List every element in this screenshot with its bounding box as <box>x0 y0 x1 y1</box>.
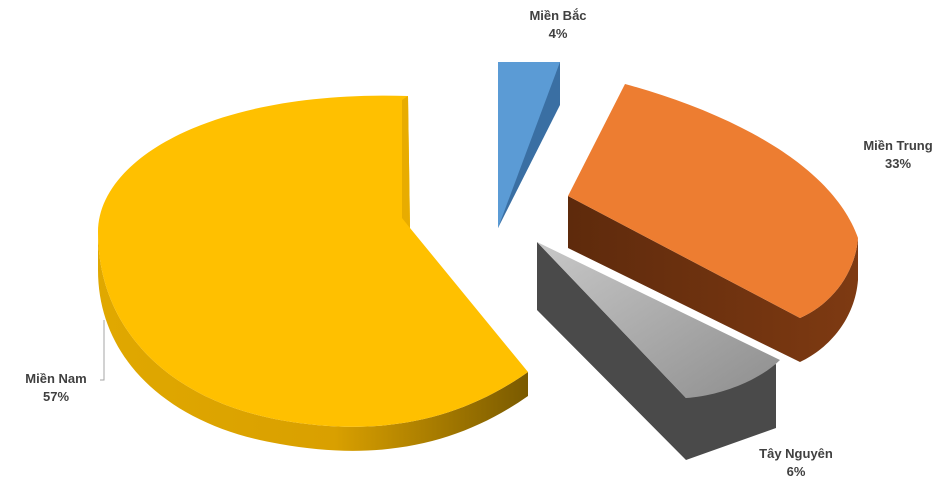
slice-tay-nguyen <box>537 242 780 460</box>
label-mien-nam-percent: 57% <box>43 389 69 404</box>
leader-line-mien-nam <box>100 320 105 381</box>
label-mien-trung-percent: 33% <box>885 156 911 171</box>
slice-mien-bac-top <box>498 62 560 228</box>
slice-tay-nguyen-top <box>537 242 780 398</box>
slice-mien-nam-top <box>98 95 528 427</box>
label-tay-nguyen-name: Tây Nguyên <box>759 446 833 461</box>
slice-mien-bac <box>498 62 560 228</box>
slice-mien-nam <box>98 95 528 451</box>
slice-mien-trung-top <box>568 84 858 318</box>
slice-mien-trung <box>568 84 858 362</box>
label-mien-nam-name: Miền Nam <box>25 371 86 386</box>
slice-mien-trung-side <box>568 196 858 362</box>
slice-mien-nam-cut-edge <box>402 96 410 228</box>
label-mien-trung-name: Miền Trung <box>863 138 932 153</box>
label-tay-nguyen-percent: 6% <box>787 464 806 479</box>
slice-tay-nguyen-side <box>537 242 776 460</box>
label-mien-bac-name: Miền Bắc <box>529 8 586 23</box>
label-mien-bac-percent: 4% <box>549 26 568 41</box>
